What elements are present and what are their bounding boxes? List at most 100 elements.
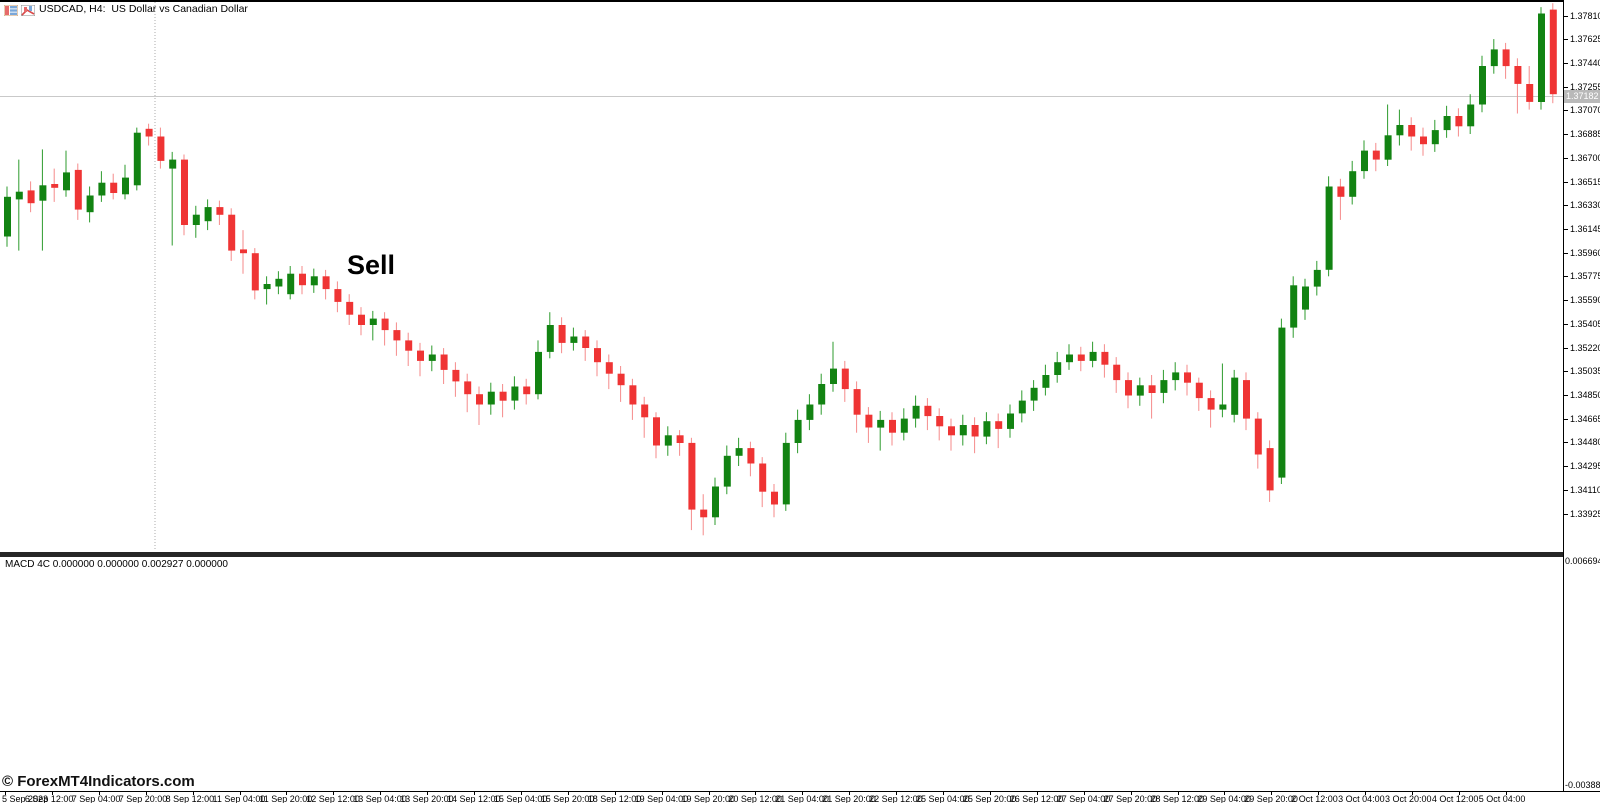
macd-indicator-label: MACD 4C 0.000000 0.000000 0.002927 0.000… — [5, 559, 228, 570]
time-axis-tick — [286, 792, 288, 795]
time-axis-label: 15 Sep 04:00 — [493, 794, 548, 803]
watermark-text: © ForexMT4Indicators.com — [2, 773, 195, 790]
price-axis-label: 1.36700 — [1564, 153, 1600, 164]
macd-axis-max-label: 0.006694 — [1565, 556, 1600, 566]
time-axis-tick — [1505, 792, 1507, 795]
time-axis-label: 11 Sep 20:00 — [259, 794, 313, 803]
time-axis-tick — [1365, 792, 1367, 795]
time-axis-tick — [145, 792, 147, 795]
sell-signal-label: Sell — [347, 250, 396, 280]
price-axis-label: 1.34850 — [1564, 390, 1600, 401]
time-axis-label: 22 Sep 12:00 — [869, 794, 923, 803]
time-axis-tick — [98, 792, 100, 795]
price-axis-label: 1.34665 — [1564, 414, 1600, 425]
time-axis-tick — [849, 792, 851, 795]
time-axis-tick — [5, 792, 6, 795]
time-axis-tick — [802, 792, 804, 795]
time-axis-tick — [427, 792, 429, 795]
price-axis-label: 1.34295 — [1564, 461, 1600, 472]
time-axis-tick — [614, 792, 616, 795]
time-axis-tick — [1271, 792, 1273, 795]
time-axis-label: 20 Sep 12:00 — [728, 794, 782, 803]
time-axis-tick — [943, 792, 944, 795]
time-axis-tick — [755, 792, 757, 795]
time-axis-label: 19 Sep 20:00 — [681, 794, 736, 803]
price-axis[interactable]: 1.37810 1.37625 1.37440 1.37255 1.37070 1.368… — [1563, 0, 1600, 791]
time-axis-tick — [1224, 792, 1226, 795]
price-axis-label: 1.37625 — [1564, 34, 1600, 45]
time-axis-tick — [567, 792, 569, 795]
candlestick-chart-icon — [20, 3, 36, 17]
price-axis-label: 1.33925 — [1564, 509, 1600, 520]
time-axis-tick — [51, 792, 53, 795]
time-axis-tick — [1036, 792, 1038, 795]
price-axis-label: 1.36330 — [1564, 200, 1600, 211]
time-axis-label: 15 Sep 20:00 — [540, 794, 595, 803]
time-axis-label: 27 Sep 04:00 — [1056, 794, 1111, 803]
time-axis-tick — [380, 792, 382, 795]
window-top-border — [0, 0, 1600, 2]
time-axis-label: 25 Sep 04:00 — [916, 794, 970, 803]
price-axis-label: 1.35405 — [1564, 319, 1600, 330]
price-axis-label: 1.36145 — [1564, 224, 1600, 235]
price-axis-label: 1.37810 — [1564, 11, 1600, 22]
time-axis-tick — [192, 792, 194, 795]
time-axis-label: 7 Sep 04:00 — [71, 794, 121, 803]
time-axis-tick — [239, 792, 241, 795]
time-axis-label: 18 Sep 12:00 — [587, 794, 642, 803]
time-axis-label: 13 Sep 04:00 — [353, 794, 407, 803]
time-axis-label: 26 Sep 12:00 — [1009, 794, 1064, 803]
price-axis-label: 1.36885 — [1564, 129, 1600, 140]
time-axis-label: 11 Sep 04:00 — [212, 794, 266, 803]
price-axis-label: 1.34480 — [1564, 437, 1600, 448]
time-axis-label: 21 Sep 20:00 — [822, 794, 876, 803]
price-axis-label: 1.35220 — [1564, 343, 1600, 354]
time-axis-label: 21 Sep 04:00 — [775, 794, 829, 803]
time-axis-tick — [333, 792, 335, 795]
grid-table-icon — [3, 3, 19, 17]
time-axis-label: 5 Sep 2023 — [2, 794, 49, 803]
time-axis-label: 29 Sep 04:00 — [1197, 794, 1251, 803]
price-axis-label: 1.35035 — [1564, 366, 1600, 377]
time-axis-tick — [1083, 792, 1085, 795]
time-axis-tick — [1458, 792, 1460, 795]
time-axis-label: 8 Sep 12:00 — [165, 794, 215, 803]
time-axis-tick — [1177, 792, 1179, 795]
time-axis-tick — [989, 792, 991, 795]
time-axis-label: 13 Sep 20:00 — [400, 794, 454, 803]
time-axis-label: 6 Sep 12:00 — [24, 794, 74, 803]
time-axis-label: 5 Oct 04:00 — [1478, 794, 1526, 803]
current-price-badge: 1.37182 — [1564, 90, 1600, 103]
time-axis-tick — [1318, 792, 1320, 795]
time-axis-label: 2 Oct 12:00 — [1291, 794, 1338, 803]
time-axis-label: 29 Sep 20:00 — [1244, 794, 1298, 803]
time-axis[interactable]: 5 Sep 2023 6 Sep 12:00 7 Sep 04:00 7 Sep 20… — [0, 791, 1600, 803]
price-axis-label: 1.35960 — [1564, 248, 1600, 259]
time-axis-tick — [708, 792, 710, 795]
time-axis-label: 7 Sep 20:00 — [118, 794, 168, 803]
time-axis-label: 28 Sep 12:00 — [1150, 794, 1205, 803]
time-axis-label: 4 Oct 12:00 — [1431, 794, 1479, 803]
time-axis-tick — [1130, 792, 1132, 795]
price-axis-label: 1.35775 — [1564, 271, 1600, 282]
time-axis-label: 19 Sep 04:00 — [634, 794, 689, 803]
price-axis-label: 1.37255 — [1564, 82, 1600, 93]
time-axis-tick — [1412, 792, 1413, 795]
time-axis-label: 3 Oct 04:00 — [1338, 794, 1385, 803]
time-axis-label: 25 Sep 20:00 — [962, 794, 1017, 803]
time-axis-label: 14 Sep 12:00 — [447, 794, 501, 803]
chart-title: USDCAD, H4: US Dollar vs Canadian Dollar — [39, 3, 248, 15]
candlestick-plot — [0, 2, 1563, 551]
price-axis-label: 1.37070 — [1564, 105, 1600, 116]
time-axis-tick — [661, 792, 663, 795]
macd-indicator-pane[interactable] — [0, 557, 1563, 791]
price-axis-label: 1.34110 — [1564, 485, 1600, 496]
price-axis-label: 1.35590 — [1564, 295, 1600, 306]
time-axis-label: 12 Sep 12:00 — [306, 794, 360, 803]
time-axis-label: 3 Oct 20:00 — [1385, 794, 1432, 803]
main-price-pane[interactable] — [0, 0, 1563, 551]
price-axis-label: 1.36515 — [1564, 177, 1600, 188]
price-axis-label: 1.37440 — [1564, 58, 1600, 69]
pane-separator-handle[interactable] — [0, 552, 1600, 557]
